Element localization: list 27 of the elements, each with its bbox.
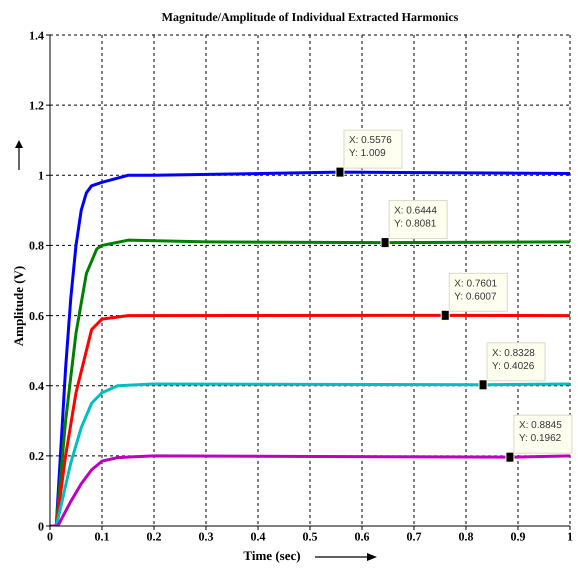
y-tick-label: 1.4	[29, 28, 44, 42]
x-tick-label: 0.9	[510, 530, 526, 544]
x-tick-label: 0	[47, 530, 53, 544]
x-tick-label: 0.5	[302, 530, 318, 544]
x-tick-label: 0.2	[146, 530, 162, 544]
y-axis-title: Amplitude (V)	[11, 264, 27, 348]
annotation: X: 0.8845 Y: 0.1962	[518, 420, 562, 444]
y-tick-label: 1.2	[29, 98, 44, 112]
annotation: X: 0.8328 Y: 0.4026	[492, 348, 536, 372]
x-tick-label: 0.3	[198, 530, 214, 544]
y-tick-label: 0.8	[29, 238, 44, 253]
y-tick-label: 0	[38, 519, 44, 534]
annotation: X: 0.7601 Y: 0.6007	[454, 278, 498, 302]
annotation: X: 0.6444 Y: 0.8081	[394, 206, 438, 230]
y-tick-label: 0.4	[29, 378, 44, 393]
x-tick-label: 0.1	[94, 530, 110, 544]
y-tick-label: 0.2	[29, 449, 44, 464]
y-tick-label: 1	[38, 168, 44, 183]
x-tick-label: 0.8	[458, 530, 474, 544]
x-axis-title: Time (sec)	[243, 548, 301, 563]
chart-title: Magnitude/Amplitude of Individual Extracted Harmonics	[160, 10, 460, 25]
x-tick-label: 0.6	[354, 530, 370, 544]
annotation: X: 0.5576 Y: 1.009	[348, 135, 392, 160]
x-tick-label: 0.7	[406, 530, 422, 544]
x-tick-label: 1	[567, 530, 573, 544]
y-tick-label: 0.6	[29, 308, 44, 323]
x-tick-label: 0.4	[250, 530, 266, 544]
